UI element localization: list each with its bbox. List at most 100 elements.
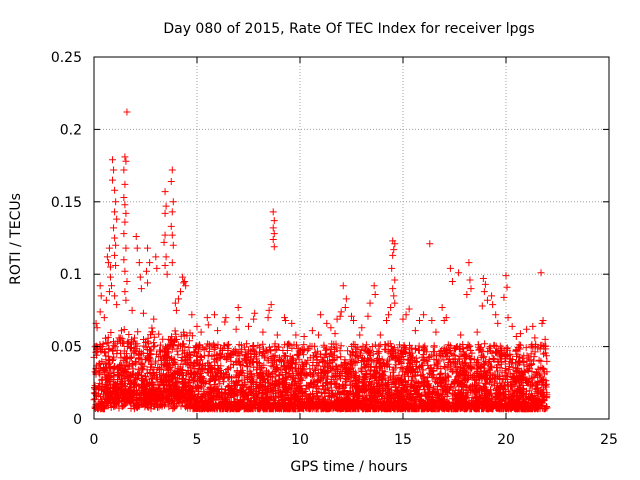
data-point [136, 273, 144, 281]
data-point [121, 201, 129, 209]
data-point [387, 304, 395, 312]
data-point [105, 244, 113, 252]
data-point [188, 311, 196, 319]
data-point [182, 282, 190, 290]
data-point [121, 288, 129, 296]
data-point [111, 208, 119, 216]
data-point [111, 292, 119, 300]
data-point [337, 308, 345, 316]
data-point [113, 301, 121, 309]
data-point [112, 262, 120, 270]
data-point [135, 259, 143, 267]
data-point [122, 296, 130, 304]
data-point [108, 282, 116, 290]
data-point [488, 292, 496, 300]
data-point [465, 259, 473, 267]
data-point [150, 315, 158, 323]
data-point [171, 299, 179, 307]
data-point [110, 166, 118, 174]
data-point [161, 209, 169, 217]
x-tick-label: 0 [90, 432, 99, 448]
data-point [489, 301, 497, 309]
data-point [211, 311, 219, 319]
data-point [503, 283, 511, 291]
data-point [193, 322, 201, 330]
data-point [371, 290, 379, 298]
data-point [96, 308, 104, 316]
data-point [133, 244, 141, 252]
data-point [411, 327, 419, 335]
data-point [538, 319, 546, 327]
y-tick-label: 0.25 [51, 50, 82, 66]
data-point [504, 314, 512, 322]
data-point [265, 306, 273, 314]
data-point [120, 256, 128, 264]
data-point [466, 276, 474, 284]
data-point [315, 331, 323, 339]
data-point [169, 198, 177, 206]
data-point [390, 246, 398, 254]
data-point [146, 259, 154, 267]
data-point [463, 290, 471, 298]
data-point [161, 188, 169, 196]
data-point [97, 292, 105, 300]
data-point [500, 293, 508, 301]
data-point [389, 251, 397, 259]
x-tick-label: 15 [394, 432, 412, 448]
data-point [448, 277, 456, 285]
data-point [426, 240, 434, 248]
data-point [385, 311, 393, 319]
data-point [432, 328, 440, 336]
data-point [96, 282, 104, 290]
data-point [539, 317, 547, 325]
data-point [467, 285, 475, 293]
data-point [391, 299, 399, 307]
data-point [481, 280, 489, 288]
data-point [102, 296, 110, 304]
data-point [113, 215, 121, 223]
data-point [415, 317, 423, 325]
data-point [105, 288, 113, 296]
data-point [405, 305, 413, 313]
data-point [391, 276, 399, 284]
data-point [120, 166, 128, 174]
data-point [93, 324, 101, 332]
data-point [502, 272, 510, 280]
data-point [161, 231, 169, 239]
data-point [288, 319, 296, 327]
data-points [92, 108, 549, 343]
data-point [168, 166, 176, 174]
data-point [121, 180, 129, 188]
data-point [292, 331, 300, 339]
data-point [168, 259, 176, 267]
data-point [483, 296, 491, 304]
data-point [494, 319, 502, 327]
data-point [162, 253, 170, 261]
data-point [163, 270, 171, 278]
data-point [479, 275, 487, 283]
data-point [478, 302, 486, 310]
data-point [438, 304, 446, 312]
data-point [420, 311, 428, 319]
y-tick-label: 0.2 [60, 122, 82, 138]
data-point [162, 202, 170, 210]
data-point [339, 282, 347, 290]
data-point [523, 325, 531, 333]
data-point [446, 264, 454, 272]
data-point [455, 269, 463, 277]
grid-lines [94, 57, 609, 419]
data-point [512, 332, 520, 340]
data-point [122, 209, 130, 217]
data-point [167, 222, 175, 230]
data-point [120, 193, 128, 201]
data-point [232, 325, 240, 333]
data-point [111, 251, 119, 259]
y-tick-label: 0 [73, 412, 82, 428]
data-point [112, 241, 120, 249]
data-point [222, 314, 230, 322]
data-point [516, 330, 524, 338]
data-point [106, 263, 114, 271]
data-point [234, 304, 242, 312]
plot-frame [93, 56, 610, 420]
